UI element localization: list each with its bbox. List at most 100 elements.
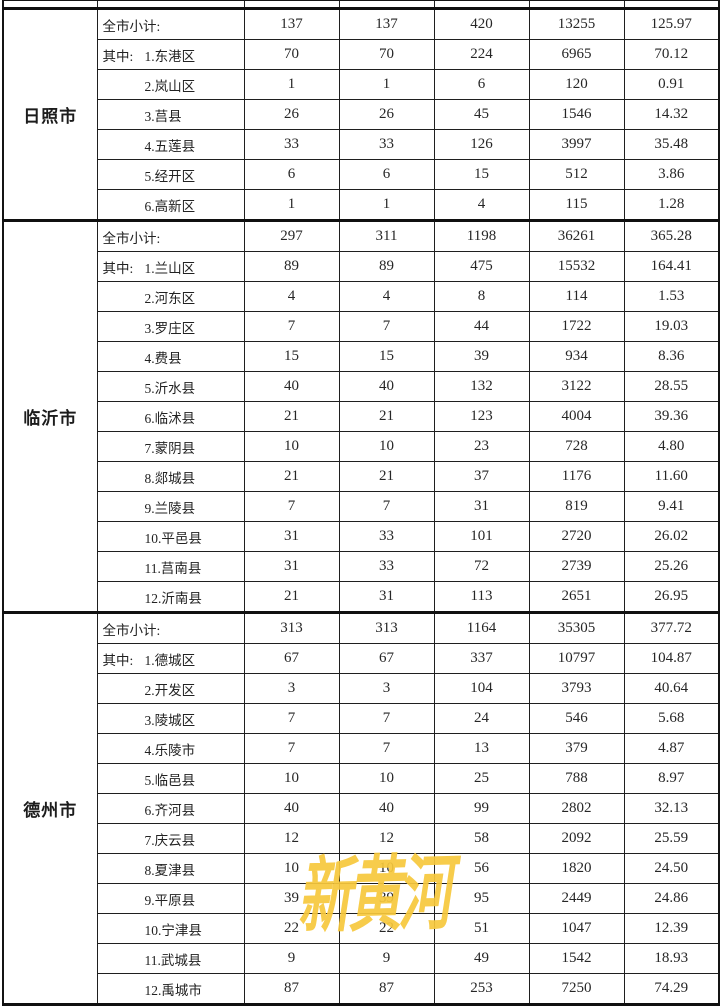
row-label: 7.蒙阴县 — [144, 440, 196, 456]
table-row: 3.罗庄区 7 7 44 1722 19.03 — [3, 311, 720, 342]
value-cell: 1 — [243, 189, 340, 221]
value-cell: 15 — [243, 341, 340, 372]
value-cell: 365.28 — [623, 220, 720, 252]
value-cell: 18.93 — [623, 943, 720, 974]
value-cell: 51 — [433, 913, 530, 944]
row-label: 11.武城县 — [144, 952, 202, 968]
value-cell: 19.03 — [623, 311, 720, 342]
table-row: 10.宁津县 22 22 51 1047 12.39 — [3, 913, 720, 944]
table-row: 7.庆云县 12 12 58 2092 25.59 — [3, 823, 720, 854]
value-cell: 7 — [338, 491, 435, 522]
district-label-cell: 4.五莲县 — [96, 129, 245, 160]
value-cell: 114 — [528, 281, 625, 312]
value-cell: 3122 — [528, 371, 625, 402]
table-row: 临沂市 全市小计: 297 311 1198 36261 365.28 — [2, 220, 720, 613]
value-cell: 35305 — [528, 612, 625, 644]
table-row: 4.五莲县 33 33 126 3997 35.48 — [3, 129, 720, 160]
row-label: 2.河东区 — [144, 290, 196, 306]
value-cell: 4.87 — [623, 733, 720, 764]
value-cell: 26.02 — [623, 521, 720, 552]
value-cell: 1 — [338, 69, 435, 100]
value-cell: 137 — [243, 8, 340, 40]
table-row: 8.郯城县 21 21 37 1176 11.60 — [3, 461, 720, 492]
district-label-cell: 3.莒县 — [96, 99, 245, 130]
value-cell: 7 — [243, 733, 340, 764]
table-row: 3.陵城区 7 7 24 546 5.68 — [3, 703, 720, 734]
district-label-cell: 3.陵城区 — [96, 703, 245, 734]
table-row: 11.武城县 9 9 49 1542 18.93 — [3, 943, 720, 974]
table-row: 8.夏津县 10 10 56 1820 24.50 — [3, 853, 720, 884]
value-cell: 9 — [338, 943, 435, 974]
table-row: 德州市 全市小计: 313 313 1164 35305 377.72 — [2, 612, 720, 1005]
district-label-cell: 4.乐陵市 — [96, 733, 245, 764]
value-cell: 313 — [243, 612, 340, 644]
district-label-cell: 9.平原县 — [96, 883, 245, 914]
city-section: 日照市 全市小计: 137 137 420 13255 125.97 其中: 1.东港区 70 70… — [2, 8, 720, 221]
row-label-prefix: 其中: — [102, 48, 134, 64]
value-cell: 164.41 — [623, 251, 720, 282]
value-cell: 1542 — [528, 943, 625, 974]
clipped-cell — [2, 0, 98, 9]
value-cell: 1047 — [528, 913, 625, 944]
table-row: 4.乐陵市 7 7 13 379 4.87 — [3, 733, 720, 764]
value-cell: 788 — [528, 763, 625, 794]
value-cell: 1 — [243, 69, 340, 100]
district-label-cell: 其中: 1.东港区 — [96, 39, 245, 70]
table-row: 5.临邑县 10 10 25 788 8.97 — [3, 763, 720, 794]
district-label-cell: 全市小计: — [96, 612, 245, 644]
value-cell: 40 — [338, 793, 435, 824]
value-cell: 4 — [338, 281, 435, 312]
value-cell: 10 — [243, 853, 340, 884]
district-label-cell: 5.经开区 — [96, 159, 245, 190]
value-cell: 2449 — [528, 883, 625, 914]
row-label: 2.开发区 — [144, 682, 196, 698]
table-row — [2, 0, 720, 9]
value-cell: 137 — [338, 8, 435, 40]
table-row: 9.兰陵县 7 7 31 819 9.41 — [3, 491, 720, 522]
value-cell: 7 — [243, 311, 340, 342]
row-label: 5.经开区 — [144, 168, 196, 184]
value-cell: 115 — [528, 189, 625, 221]
table-row: 4.费县 15 15 39 934 8.36 — [3, 341, 720, 372]
row-label: 7.庆云县 — [144, 832, 196, 848]
value-cell: 1 — [338, 189, 435, 221]
row-label: 8.夏津县 — [144, 862, 196, 878]
value-cell: 44 — [433, 311, 530, 342]
value-cell: 7 — [338, 733, 435, 764]
value-cell: 6 — [433, 69, 530, 100]
table-row: 12.禹城市 87 87 253 7250 74.29 — [3, 973, 720, 1005]
table-row: 其中: 1.德城区 67 67 337 10797 104.87 — [3, 643, 720, 674]
value-cell: 99 — [433, 793, 530, 824]
value-cell: 379 — [528, 733, 625, 764]
district-label-cell: 10.平邑县 — [96, 521, 245, 552]
district-label-cell: 4.费县 — [96, 341, 245, 372]
value-cell: 3.86 — [623, 159, 720, 190]
value-cell: 4004 — [528, 401, 625, 432]
table-row: 5.经开区 6 6 15 512 3.86 — [3, 159, 720, 190]
value-cell: 6 — [243, 159, 340, 190]
city-section: 临沂市 全市小计: 297 311 1198 36261 365.28 其中: 1.兰山区 89 8… — [2, 220, 720, 613]
district-label-cell: 8.夏津县 — [96, 853, 245, 884]
value-cell: 21 — [338, 401, 435, 432]
row-label: 2.岚山区 — [144, 78, 196, 94]
value-cell: 2739 — [528, 551, 625, 582]
value-cell: 58 — [433, 823, 530, 854]
row-label: 全市小计: — [102, 18, 161, 34]
table-row: 2.开发区 3 3 104 3793 40.64 — [3, 673, 720, 704]
value-cell: 1176 — [528, 461, 625, 492]
value-cell: 1820 — [528, 853, 625, 884]
value-cell: 39.36 — [623, 401, 720, 432]
row-label-prefix: 其中: — [102, 652, 134, 668]
district-label-cell: 全市小计: — [96, 220, 245, 252]
value-cell: 33 — [338, 129, 435, 160]
value-cell: 1164 — [433, 612, 530, 644]
value-cell: 31 — [338, 581, 435, 613]
value-cell: 4 — [243, 281, 340, 312]
district-label-cell: 8.郯城县 — [96, 461, 245, 492]
value-cell: 26 — [338, 99, 435, 130]
value-cell: 89 — [338, 251, 435, 282]
value-cell: 31 — [243, 521, 340, 552]
value-cell: 728 — [528, 431, 625, 462]
value-cell: 31 — [433, 491, 530, 522]
